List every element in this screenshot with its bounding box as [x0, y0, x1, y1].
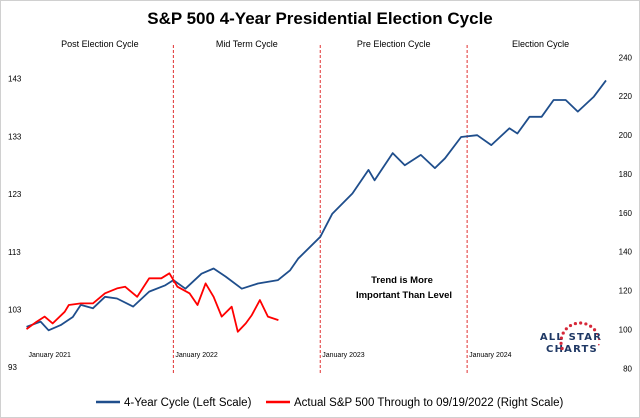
left-tick-label: 143	[8, 75, 22, 84]
series-lines	[25, 79, 607, 333]
series-line-four-year-cycle	[26, 79, 607, 332]
logo-star	[559, 341, 563, 345]
right-tick-label: 80	[623, 364, 632, 373]
cycle-dividers	[172, 45, 468, 374]
right-tick-label: 160	[619, 209, 633, 218]
x-tick-label: January 2022	[175, 352, 218, 359]
annotation-line-1: Trend is More	[371, 275, 433, 286]
annotation-line-2: Important Than Level	[356, 290, 452, 301]
logo-text-1: ALL STAR	[540, 332, 602, 343]
logo-star	[592, 328, 597, 332]
cycle-labels: Post Election Cycle Mid Term Cycle Pre Ele…	[61, 39, 569, 49]
right-tick-label: 100	[619, 325, 633, 334]
logo-star	[579, 321, 583, 325]
left-tick-label: 113	[8, 248, 21, 257]
legend-label: 4-Year Cycle (Left Scale)	[124, 397, 252, 409]
series-line-actual-sp500	[25, 272, 279, 333]
logo-star	[559, 336, 564, 340]
left-tick-label: 93	[8, 363, 17, 372]
left-tick-label: 123	[8, 190, 22, 199]
legend-label: Actual S&P 500 Through to 09/19/2022 (Ri…	[294, 397, 564, 409]
x-tick-label: January 2021	[29, 352, 72, 359]
logo-star	[573, 321, 578, 326]
legend: 4-Year Cycle (Left Scale) Actual S&P 500 …	[96, 397, 564, 409]
logo-star	[561, 331, 565, 335]
left-tick-label: 103	[8, 306, 22, 315]
chart-title: S&P 500 4-Year Presidential Election Cyc…	[147, 9, 493, 28]
all-star-charts-logo: ALL STAR CHARTS	[540, 321, 602, 355]
logo-star	[584, 322, 588, 326]
logo-star	[564, 327, 568, 331]
x-axis: January 2021 January 2022 January 2023 Janu…	[29, 352, 512, 359]
cycle-label: Pre Election Cycle	[357, 39, 431, 49]
logo-star	[560, 346, 564, 351]
right-tick-label: 180	[619, 170, 633, 179]
right-tick-label: 140	[619, 248, 633, 257]
right-tick-label: 220	[619, 92, 633, 101]
logo-star	[589, 324, 593, 328]
left-tick-label: 133	[8, 132, 22, 141]
cycle-label: Election Cycle	[512, 39, 569, 49]
cycle-label: Post Election Cycle	[61, 39, 139, 49]
logo-star	[598, 343, 600, 346]
x-tick-label: January 2023	[322, 352, 365, 359]
logo-star	[598, 338, 600, 341]
logo-text-2: CHARTS	[546, 344, 598, 355]
right-tick-label: 200	[619, 131, 633, 140]
cycle-label: Mid Term Cycle	[216, 39, 278, 49]
logo-star	[568, 323, 573, 328]
logo-stars-icon	[559, 321, 600, 351]
left-axis: 93 103 113 123 133 143	[8, 75, 22, 373]
right-axis: 80 100 120 140 160 180 200 220 240	[619, 53, 633, 373]
right-tick-label: 120	[619, 287, 633, 296]
x-tick-label: January 2024	[469, 352, 512, 359]
annotation: Trend is More Important Than Level	[356, 275, 452, 301]
logo-star	[596, 333, 599, 336]
right-tick-label: 240	[619, 53, 633, 62]
